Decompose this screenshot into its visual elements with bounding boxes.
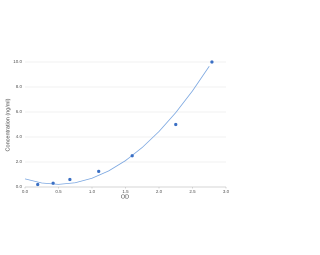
x-tick-label: 0.0 (22, 189, 29, 194)
data-point (51, 181, 55, 185)
y-tick-label: 10.0 (13, 59, 22, 64)
y-tick-label: 8.0 (16, 84, 23, 89)
fit-curve (24, 66, 210, 185)
x-tick-label: 2.0 (156, 189, 163, 194)
data-point (36, 182, 40, 187)
data-point (97, 169, 101, 173)
data-point (130, 154, 134, 158)
data-point (174, 122, 178, 127)
data-point (68, 177, 72, 182)
y-tick-label: 6.0 (16, 109, 23, 114)
x-tick-label: 3.0 (223, 189, 230, 194)
y-axis-title: Concentration (ng/ml) (5, 98, 11, 151)
data-point (210, 60, 214, 64)
y-tick-label: 2.0 (16, 159, 23, 164)
y-tick-label: 0.0 (16, 184, 23, 189)
x-tick-label: 0.5 (55, 189, 62, 194)
x-tick-label: 1.5 (122, 189, 129, 194)
y-tick-label: 4.0 (16, 134, 23, 139)
x-axis-title: OD (121, 194, 129, 200)
x-tick-label: 2.5 (189, 189, 196, 194)
x-tick-label: 1.0 (89, 189, 96, 194)
chart: OD Concentration (ng/ml) 0.0 2.0 4.0 6.0 8.0… (5, 59, 230, 200)
